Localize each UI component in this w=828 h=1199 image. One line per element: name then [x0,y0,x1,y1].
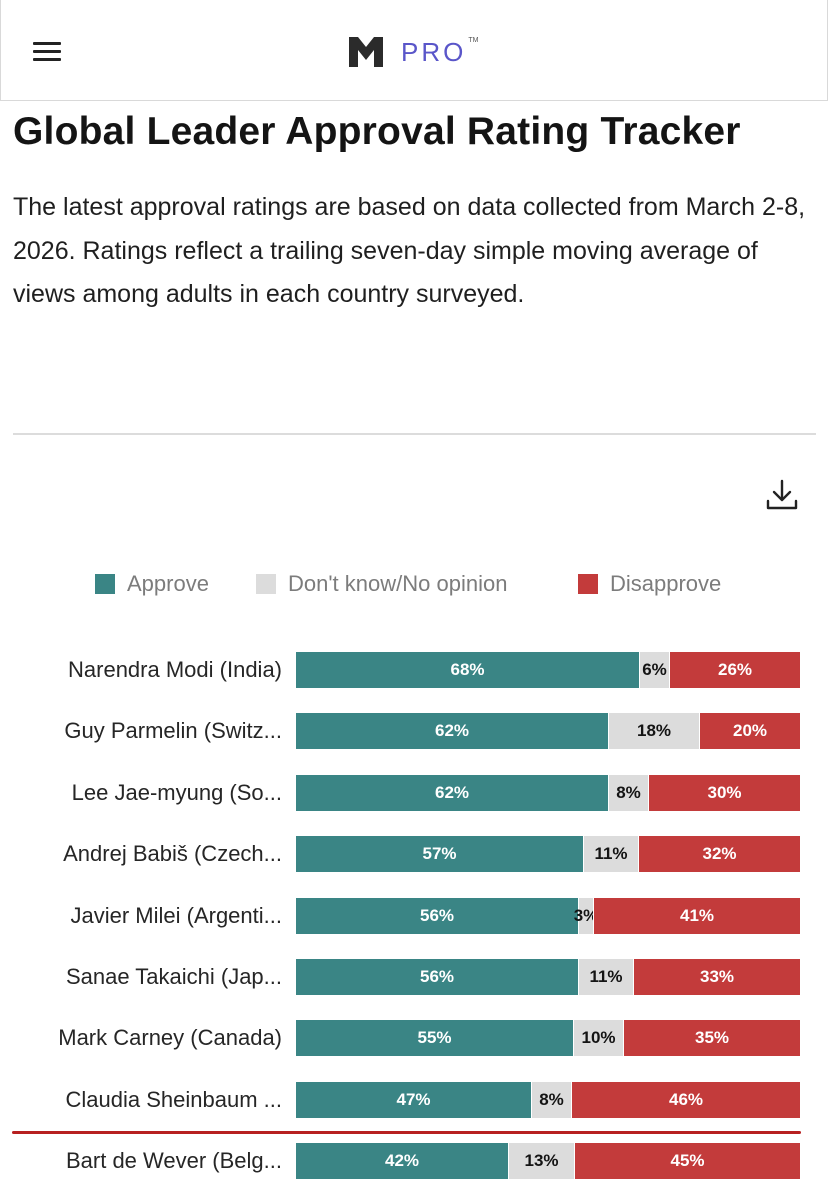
logo-trademark: TM [468,36,479,44]
bar-value-label: 6% [642,660,667,679]
bar-value-label: 62% [434,721,470,741]
chart-row: Claudia Sheinbaum ... 47% 8% 46% [0,1081,828,1118]
bar-segment-dont-know[interactable]: 13% [508,1143,574,1180]
bar-value-label: 8% [616,782,641,802]
bar-segment-dont-know[interactable]: 8% [608,774,648,811]
download-button[interactable] [764,477,800,513]
page-title: Global Leader Approval Rating Tracker [13,110,741,153]
bar-value-label: 41% [679,905,715,925]
bar-segment-disapprove[interactable]: 32% [638,836,800,873]
bar-value-label: 62% [434,782,470,802]
legend-label-dont-know: Don't know/No opinion [288,571,508,596]
bar-value-label: 8% [539,1089,564,1109]
bar-segment-disapprove[interactable]: 35% [623,1020,800,1057]
bar-value-label: 56% [419,905,455,925]
bar-segment-disapprove[interactable]: 33% [633,959,800,995]
bar-segment-dont-know[interactable]: 3% [574,897,598,934]
bar-value-label: 46% [668,1089,704,1109]
chart-row: Lee Jae-myung (So... 62% 8% 30% [0,774,828,811]
legend-item-dont-know[interactable]: Don't know/No opinion [256,568,507,600]
bar-segment-disapprove[interactable]: 45% [574,1143,800,1180]
bar-segment-approve[interactable]: 68% [296,652,639,688]
bar-segment-approve[interactable]: 62% [296,774,608,811]
legend-swatch-approve [95,574,115,594]
chart-row: Mark Carney (Canada) 55% 10% 35% [0,1020,828,1057]
chart-row: Narendra Modi (India) 68% 6% 26% [0,652,828,688]
bar-value-label: 10% [581,1028,616,1048]
bar-segment-approve[interactable]: 56% [296,959,578,995]
bar-segment-dont-know[interactable]: 6% [639,652,669,688]
bar-value-label: 20% [732,721,768,741]
bar-value-label: 18% [636,721,672,741]
bar-segment-approve[interactable]: 57% [296,836,583,873]
bar-segment-approve[interactable]: 47% [296,1081,531,1118]
top-navigation-bar: PRO TM [0,0,828,101]
bar-value-label: 32% [702,844,737,864]
chart-row: Bart de Wever (Belg... 42% 13% 45% [0,1143,828,1180]
bar-segment-disapprove[interactable]: 30% [648,774,800,811]
highlight-divider-line [12,1131,801,1134]
download-icon [766,479,798,510]
bar-segment-approve[interactable]: 56% [296,897,578,934]
row-label: Bart de Wever (Belg... [65,1148,282,1174]
bar-value-label: 11% [594,844,628,864]
legend-item-disapprove[interactable]: Disapprove [578,568,721,600]
bar-value-label: 45% [670,1151,705,1171]
legend-label-approve: Approve [127,571,209,596]
bar-value-label: 33% [699,967,735,986]
bar-segment-disapprove[interactable]: 26% [669,652,800,688]
m-logo-icon [349,37,383,67]
bar-value-label: 42% [384,1151,420,1171]
row-label: Andrej Babiš (Czech... [63,841,282,867]
row-label: Claudia Sheinbaum ... [65,1086,282,1112]
page-description: The latest approval ratings are based on… [13,193,806,308]
chart-row: Sanae Takaichi (Jap... 56% 11% 33% [0,959,828,995]
logo-text: PRO [401,36,467,67]
bar-segment-approve[interactable]: 42% [296,1143,508,1180]
bar-value-label: 30% [707,782,742,802]
row-label: Lee Jae-myung (So... [71,779,282,805]
legend-item-approve[interactable]: Approve [95,568,209,600]
bar-segment-dont-know[interactable]: 8% [531,1081,571,1118]
bar-segment-dont-know[interactable]: 11% [583,836,638,873]
chart-row: Javier Milei (Argenti... 56% 3% 41% [0,897,828,934]
row-label: Narendra Modi (India) [68,657,282,682]
row-label: Sanae Takaichi (Jap... [65,964,282,989]
row-label: Mark Carney (Canada) [58,1025,282,1051]
bar-segment-approve[interactable]: 55% [296,1020,573,1057]
bar-value-label: 13% [524,1151,559,1171]
pro-logo[interactable]: PRO TM [349,36,478,68]
chart-legend: Approve Don't know/No opinion Disapprove [0,568,828,600]
bar-value-label: 26% [717,660,753,679]
bar-segment-dont-know[interactable]: 11% [578,959,633,995]
row-label: Guy Parmelin (Switz... [64,718,282,744]
bar-value-label: 35% [694,1028,730,1048]
bar-segment-approve[interactable]: 62% [296,713,608,750]
bar-value-label: 55% [417,1028,452,1048]
bar-value-label: 3% [573,905,599,925]
row-label: Javier Milei (Argenti... [70,902,282,928]
bar-value-label: 57% [422,844,457,864]
bar-value-label: 11% [589,967,623,986]
bar-segment-disapprove[interactable]: 20% [699,713,800,750]
bar-segment-dont-know[interactable]: 18% [608,713,699,750]
legend-swatch-dont-know [256,574,276,594]
approval-bar-chart: Narendra Modi (India) 68% 6% 26% Guy Parmeli… [0,640,828,1199]
bar-segment-disapprove[interactable]: 46% [571,1081,800,1118]
chart-row: Guy Parmelin (Switz... 62% 18% 20% [0,713,828,750]
legend-label-disapprove: Disapprove [610,571,722,596]
legend-swatch-disapprove [578,574,598,594]
divider [13,433,816,435]
bar-value-label: 47% [396,1089,431,1109]
chart-row: Andrej Babiš (Czech... 57% 11% 32% [0,836,828,873]
bar-segment-disapprove[interactable]: 41% [593,897,800,934]
hamburger-icon[interactable] [33,42,63,64]
bar-segment-dont-know[interactable]: 10% [573,1020,623,1057]
bar-value-label: 56% [419,967,455,986]
bar-value-label: 68% [450,660,485,679]
